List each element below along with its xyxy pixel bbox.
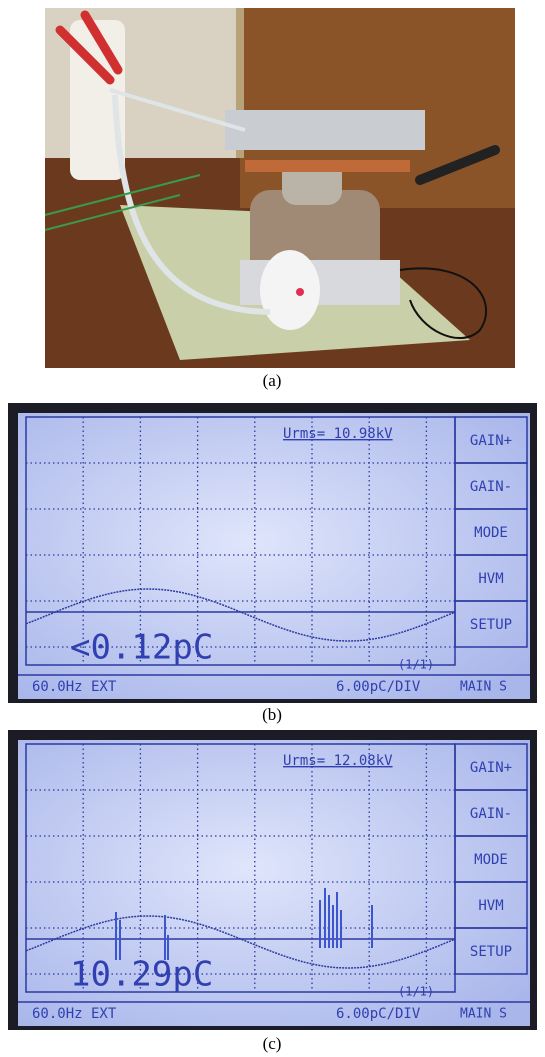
menu-button-label: SETUP [470, 944, 512, 960]
status-text: 60.0Hz EXT [32, 679, 117, 695]
caption: (c) [263, 1034, 282, 1053]
menu-button-label: GAIN+ [470, 433, 512, 449]
menu-button-label: MODE [474, 525, 508, 541]
caption: (a) [263, 371, 282, 390]
charge-reading: <0.12pC [70, 628, 213, 668]
menu-button-label: HVM [478, 898, 503, 914]
page: {"figure": {"panels": [ {"label": "(a)"}… [0, 0, 545, 1057]
caption: (b) [262, 705, 282, 724]
figure: (a) (b) GAIN+ GAIN- MODE HVM SETUP Urms= 10.98k… [0, 0, 545, 1057]
photo [45, 8, 515, 368]
scale-text: 6.00pC/DIV [336, 679, 421, 695]
status-text: 60.0Hz EXT [32, 1006, 117, 1022]
menu-button-label: HVM [478, 571, 503, 587]
voltage-reading: Urms= 10.98kV [283, 426, 393, 442]
page-indicator: (1/1) [398, 658, 434, 672]
menu-text: MAIN S [460, 680, 507, 695]
menu-button-label: GAIN+ [470, 760, 512, 776]
lcd-screen: GAIN+ GAIN- MODE HVM SETUP Urms= 12.08kV 10.29… [8, 730, 537, 1030]
lcd-screen: GAIN+ GAIN- MODE HVM SETUP Urms= 10.98kV <0.12… [8, 403, 537, 703]
menu-button-label: GAIN- [470, 479, 512, 495]
voltage-reading: Urms= 12.08kV [283, 753, 393, 769]
scale-text: 6.00pC/DIV [336, 1006, 421, 1022]
page-indicator: (1/1) [398, 985, 434, 999]
menu-button-label: MODE [474, 852, 508, 868]
menu-button-label: SETUP [470, 617, 512, 633]
menu-button-label: GAIN- [470, 806, 512, 822]
charge-reading: 10.29pC [70, 955, 213, 995]
menu-text: MAIN S [460, 1007, 507, 1022]
